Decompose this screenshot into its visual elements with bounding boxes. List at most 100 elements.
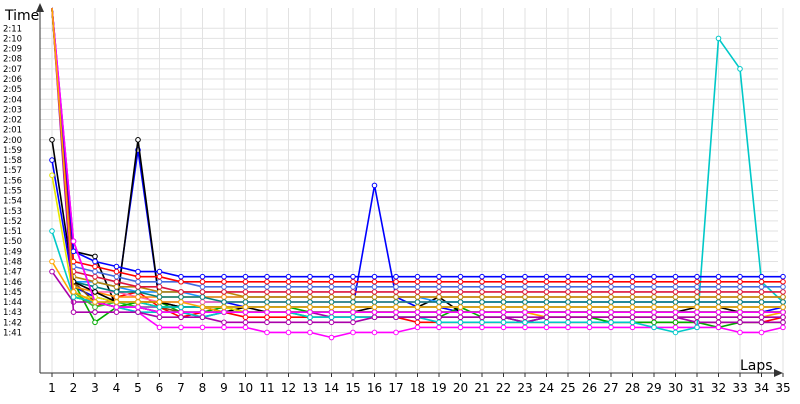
data-point <box>651 324 657 331</box>
y-tick-label: 2:09 <box>3 45 22 55</box>
data-point <box>651 314 657 321</box>
y-tick-label: 2:05 <box>3 85 22 95</box>
x-tick-label: 8 <box>199 381 207 395</box>
data-point <box>608 304 614 310</box>
x-tick-label: 18 <box>410 381 425 395</box>
data-point <box>242 299 249 305</box>
data-point <box>608 319 614 326</box>
data-point <box>135 304 141 310</box>
data-point <box>113 278 120 285</box>
data-point <box>328 314 335 321</box>
data-point <box>414 304 421 310</box>
data-point <box>780 278 786 285</box>
data-point <box>92 284 98 290</box>
data-point <box>543 324 550 331</box>
data-point <box>350 284 356 290</box>
data-point <box>178 314 184 321</box>
y-tick-label: 2:11 <box>3 24 22 34</box>
data-point <box>780 299 786 305</box>
y-tick-label: 1:50 <box>3 237 22 247</box>
data-point <box>479 278 485 285</box>
data-point <box>393 294 399 300</box>
data-point <box>221 294 227 300</box>
data-point <box>586 309 593 315</box>
data-point <box>436 319 442 326</box>
y-tick-label: 1:48 <box>3 257 22 267</box>
y-tick-label: 2:06 <box>3 75 22 85</box>
data-point <box>242 284 249 290</box>
data-point <box>264 289 270 295</box>
data-point <box>500 278 507 285</box>
data-point <box>479 284 485 290</box>
data-point <box>436 278 442 285</box>
data-point <box>285 273 292 280</box>
data-point <box>242 319 249 326</box>
data-point <box>92 289 98 295</box>
data-point <box>393 273 399 280</box>
data-point <box>92 258 98 265</box>
x-tick-label: 17 <box>388 381 403 395</box>
data-point <box>694 324 700 331</box>
data-point <box>135 284 141 290</box>
data-point <box>414 278 421 285</box>
data-point <box>586 294 593 300</box>
data-point <box>737 319 743 326</box>
data-point <box>565 319 571 326</box>
data-point <box>92 319 98 326</box>
x-tick-label: 33 <box>732 381 747 395</box>
data-point <box>371 273 378 280</box>
data-point <box>414 314 421 321</box>
data-point <box>543 278 550 285</box>
data-point <box>328 278 335 285</box>
series-22 <box>51 7 786 280</box>
data-point <box>350 304 356 310</box>
data-point <box>221 324 227 331</box>
data-point <box>522 299 528 305</box>
data-point <box>715 314 722 321</box>
data-point <box>285 319 292 326</box>
data-point <box>242 289 249 295</box>
data-point <box>500 299 507 305</box>
data-point <box>264 284 270 290</box>
data-point <box>737 299 743 305</box>
data-point <box>49 228 55 234</box>
series-28 <box>51 7 786 310</box>
x-tick-label: 20 <box>453 381 468 395</box>
x-tick-label: 24 <box>539 381 554 395</box>
x-tick-label: 3 <box>91 381 99 395</box>
data-point <box>350 329 356 336</box>
data-point <box>672 273 679 280</box>
x-tick-label: 1 <box>48 381 56 395</box>
data-point <box>414 319 421 326</box>
tick-layer: 1:411:421:431:441:451:461:471:481:491:50… <box>3 24 791 395</box>
data-point <box>264 278 270 285</box>
data-point <box>436 304 442 310</box>
y-tick-label: 1:43 <box>3 308 22 318</box>
y-tick-label: 1:58 <box>3 156 22 166</box>
data-point <box>737 304 743 310</box>
y-tick-label: 2:07 <box>3 65 22 75</box>
data-point <box>672 299 679 305</box>
data-point <box>307 278 313 285</box>
x-tick-label: 28 <box>625 381 640 395</box>
data-point <box>242 309 249 315</box>
data-point <box>178 273 184 280</box>
data-point <box>113 284 120 290</box>
data-point <box>92 268 98 275</box>
data-point <box>522 319 528 326</box>
x-tick-label: 9 <box>220 381 228 395</box>
data-point <box>307 319 313 326</box>
data-point <box>608 284 614 290</box>
data-point <box>328 334 335 341</box>
x-axis-arrow <box>774 369 783 377</box>
data-point <box>135 268 141 275</box>
data-point <box>694 278 700 285</box>
y-tick-label: 1:49 <box>3 247 22 257</box>
data-point <box>715 319 722 326</box>
data-point <box>307 314 313 321</box>
data-point <box>178 278 184 285</box>
data-point <box>479 294 485 300</box>
data-point <box>307 284 313 290</box>
data-point <box>500 309 507 315</box>
data-point <box>221 299 227 305</box>
